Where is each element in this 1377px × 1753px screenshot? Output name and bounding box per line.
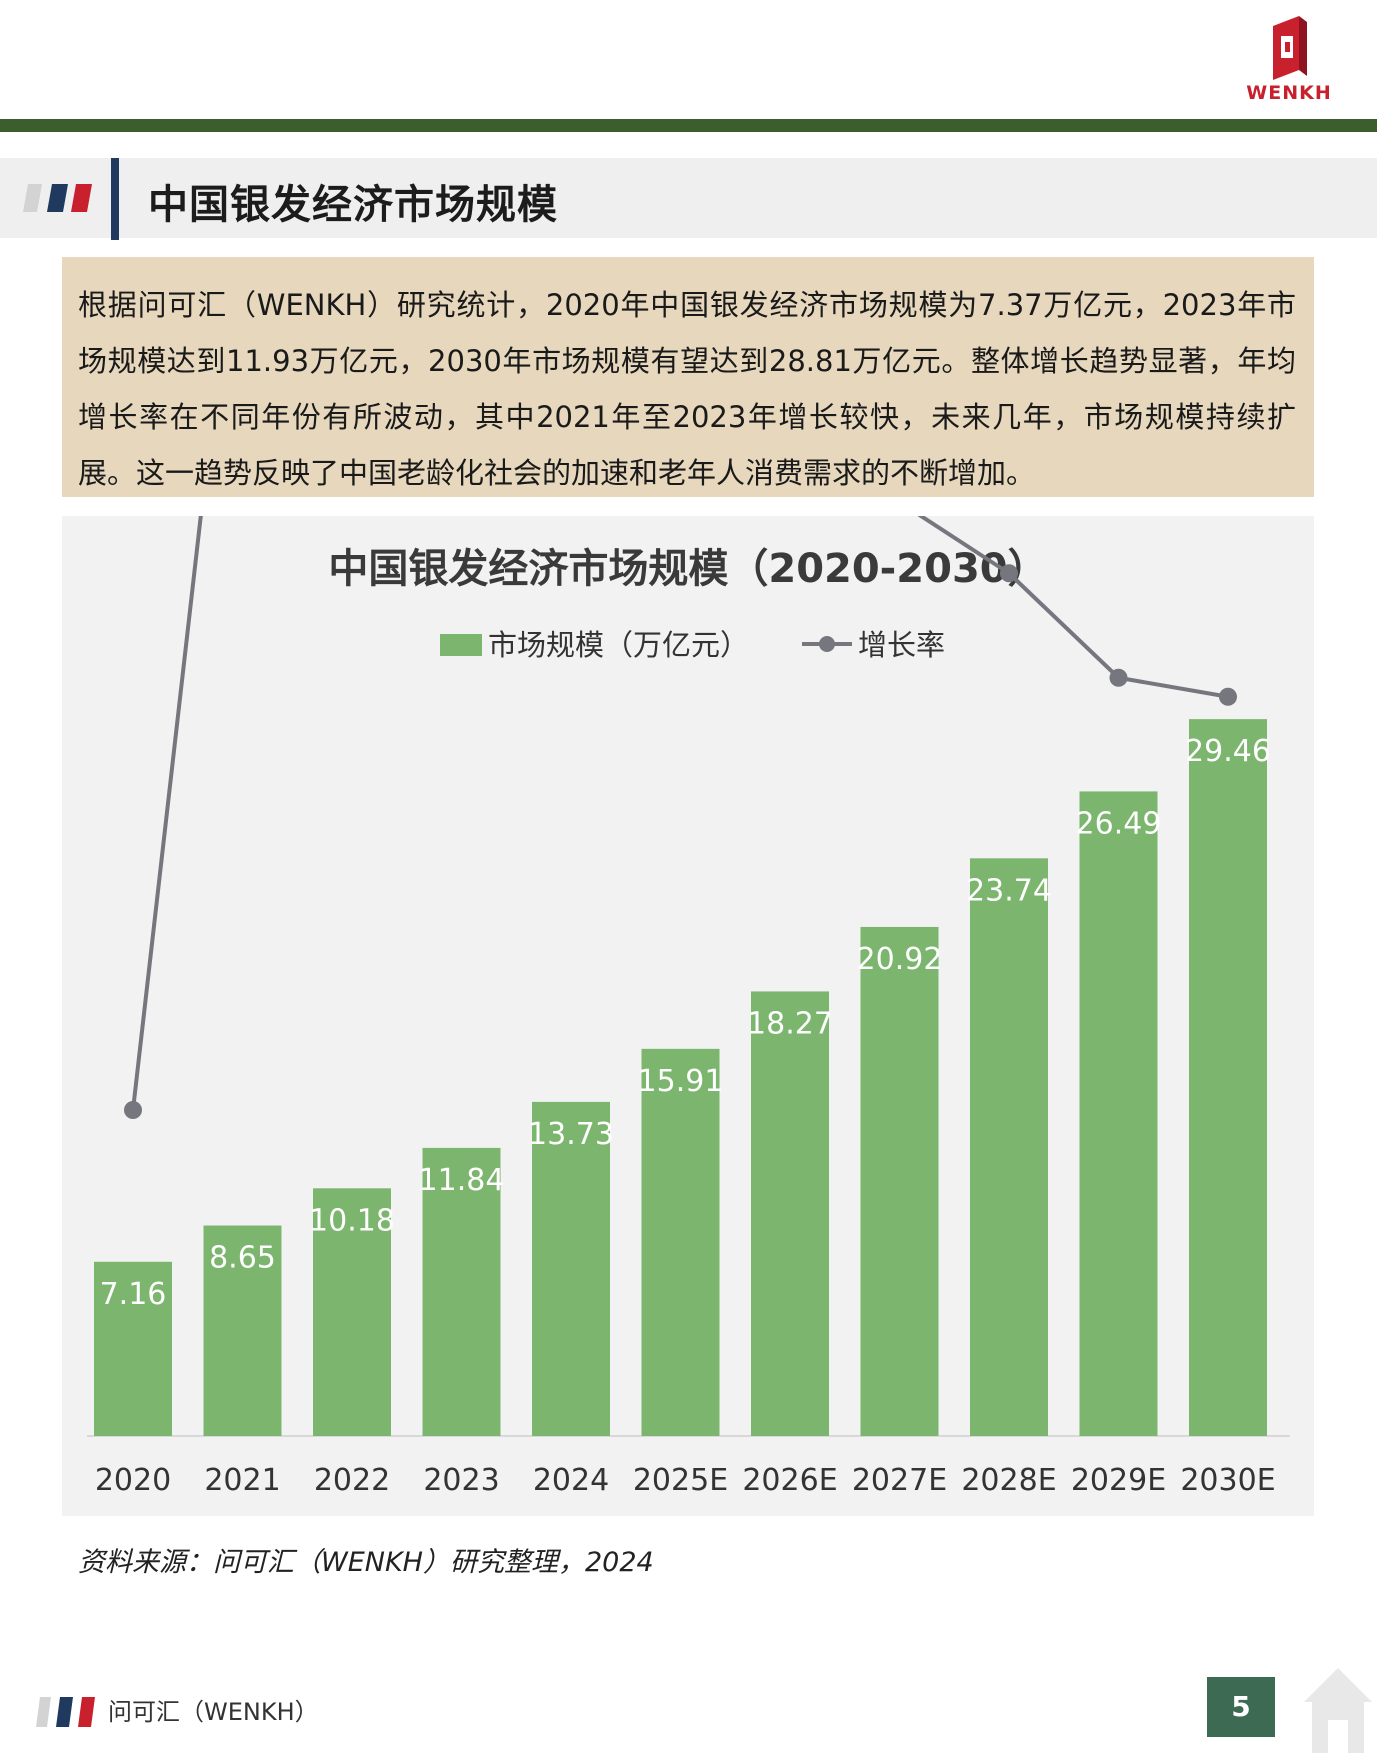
bar-value-label: 13.73 xyxy=(528,1117,614,1152)
logo-text: WENKH xyxy=(1246,82,1332,104)
x-tick-label: 2022 xyxy=(314,1463,390,1498)
bar-value-label: 15.91 xyxy=(638,1064,724,1099)
stripes-icon xyxy=(23,184,92,212)
bar-2020 xyxy=(94,1261,172,1436)
bar-2030E xyxy=(1189,719,1267,1436)
bars-layer xyxy=(94,719,1267,1436)
bar-2025E xyxy=(641,1048,720,1436)
summary-text: 根据问可汇（WENKH）研究统计，2020年中国银发经济市场规模为7.37万亿元… xyxy=(62,257,1314,497)
bar-value-label: 10.18 xyxy=(309,1203,395,1238)
x-tick-label: 2028E xyxy=(961,1463,1056,1498)
x-tick-label: 2025E xyxy=(633,1463,728,1498)
bar-2029E xyxy=(1079,791,1158,1436)
bar-value-label: 26.49 xyxy=(1076,806,1162,841)
brand-logo: WENKH xyxy=(1229,14,1349,104)
footer-brand: 问可汇（WENKH） xyxy=(108,1698,319,1726)
legend-bar-swatch xyxy=(440,634,482,656)
home-icon[interactable] xyxy=(1300,1660,1377,1753)
bar-value-label: 20.92 xyxy=(857,942,943,977)
page-number: 5 xyxy=(1207,1677,1275,1737)
x-tick-label: 2023 xyxy=(423,1463,499,1498)
growth-line-layer xyxy=(124,516,1237,1119)
growth-point-2029E xyxy=(1109,668,1128,687)
x-tick-label: 2029E xyxy=(1071,1463,1166,1498)
x-tick-label: 2030E xyxy=(1180,1463,1275,1498)
x-tick-label: 2024 xyxy=(533,1463,609,1498)
chart-title: 中国银发经济市场规模（2020-2030） xyxy=(328,546,1047,592)
x-tick-label: 2027E xyxy=(852,1463,947,1498)
data-labels-layer: 7.16 8.65 10.18 11.84 13.73 15.91 18.27 20.92 23… xyxy=(100,734,1271,1312)
growth-point-2028E xyxy=(1000,564,1018,583)
x-tick-label: 2021 xyxy=(204,1463,280,1498)
bar-value-label: 11.84 xyxy=(419,1163,505,1198)
bar-2022 xyxy=(313,1188,391,1436)
chart-panel: 中国银发经济市场规模（2020-2030） 市场规模（万亿元） 增长率 7.16… xyxy=(62,516,1314,1516)
bar-line-chart: 中国银发经济市场规模（2020-2030） 市场规模（万亿元） 增长率 7.16… xyxy=(87,516,1290,1498)
bar-value-label: 7.16 xyxy=(100,1277,167,1312)
header-rule xyxy=(0,119,1377,132)
legend-line-label: 增长率 xyxy=(858,628,945,662)
x-tick-label: 2026E xyxy=(742,1463,837,1498)
bar-2026E xyxy=(751,991,829,1436)
x-tick-label: 2020 xyxy=(95,1463,171,1498)
legend-bar-label: 市场规模（万亿元） xyxy=(488,628,749,662)
chart-legend: 市场规模（万亿元） 增长率 xyxy=(440,628,945,662)
x-axis-labels: 2020 2021 2022 2023 2024 2025E 2026E 2027E 2028E… xyxy=(95,1463,1276,1498)
bar-2028E xyxy=(970,858,1048,1436)
title-accent-bar xyxy=(111,158,119,240)
wenkh-logo-icon xyxy=(1273,16,1307,80)
bar-2024 xyxy=(532,1101,610,1436)
growth-point-2030E xyxy=(1219,687,1237,706)
bar-value-label: 18.27 xyxy=(747,1006,833,1041)
page-title: 中国银发经济市场规模 xyxy=(148,182,558,228)
bar-2021 xyxy=(203,1225,282,1436)
section-title-band: 中国银发经济市场规模 xyxy=(0,158,1377,240)
bar-2023 xyxy=(422,1147,501,1436)
bar-value-label: 8.65 xyxy=(209,1241,276,1276)
bar-value-label: 29.46 xyxy=(1185,734,1271,769)
footer-stripes-icon xyxy=(36,1697,95,1727)
bar-2027E xyxy=(860,926,939,1436)
bar-value-label: 23.74 xyxy=(966,873,1052,908)
growth-point-2020 xyxy=(124,1101,142,1119)
growth-rate-line xyxy=(131,516,1229,1111)
legend-line-marker xyxy=(819,636,835,652)
source-note: 资料来源：问可汇（WENKH）研究整理，2024 xyxy=(78,1547,654,1578)
